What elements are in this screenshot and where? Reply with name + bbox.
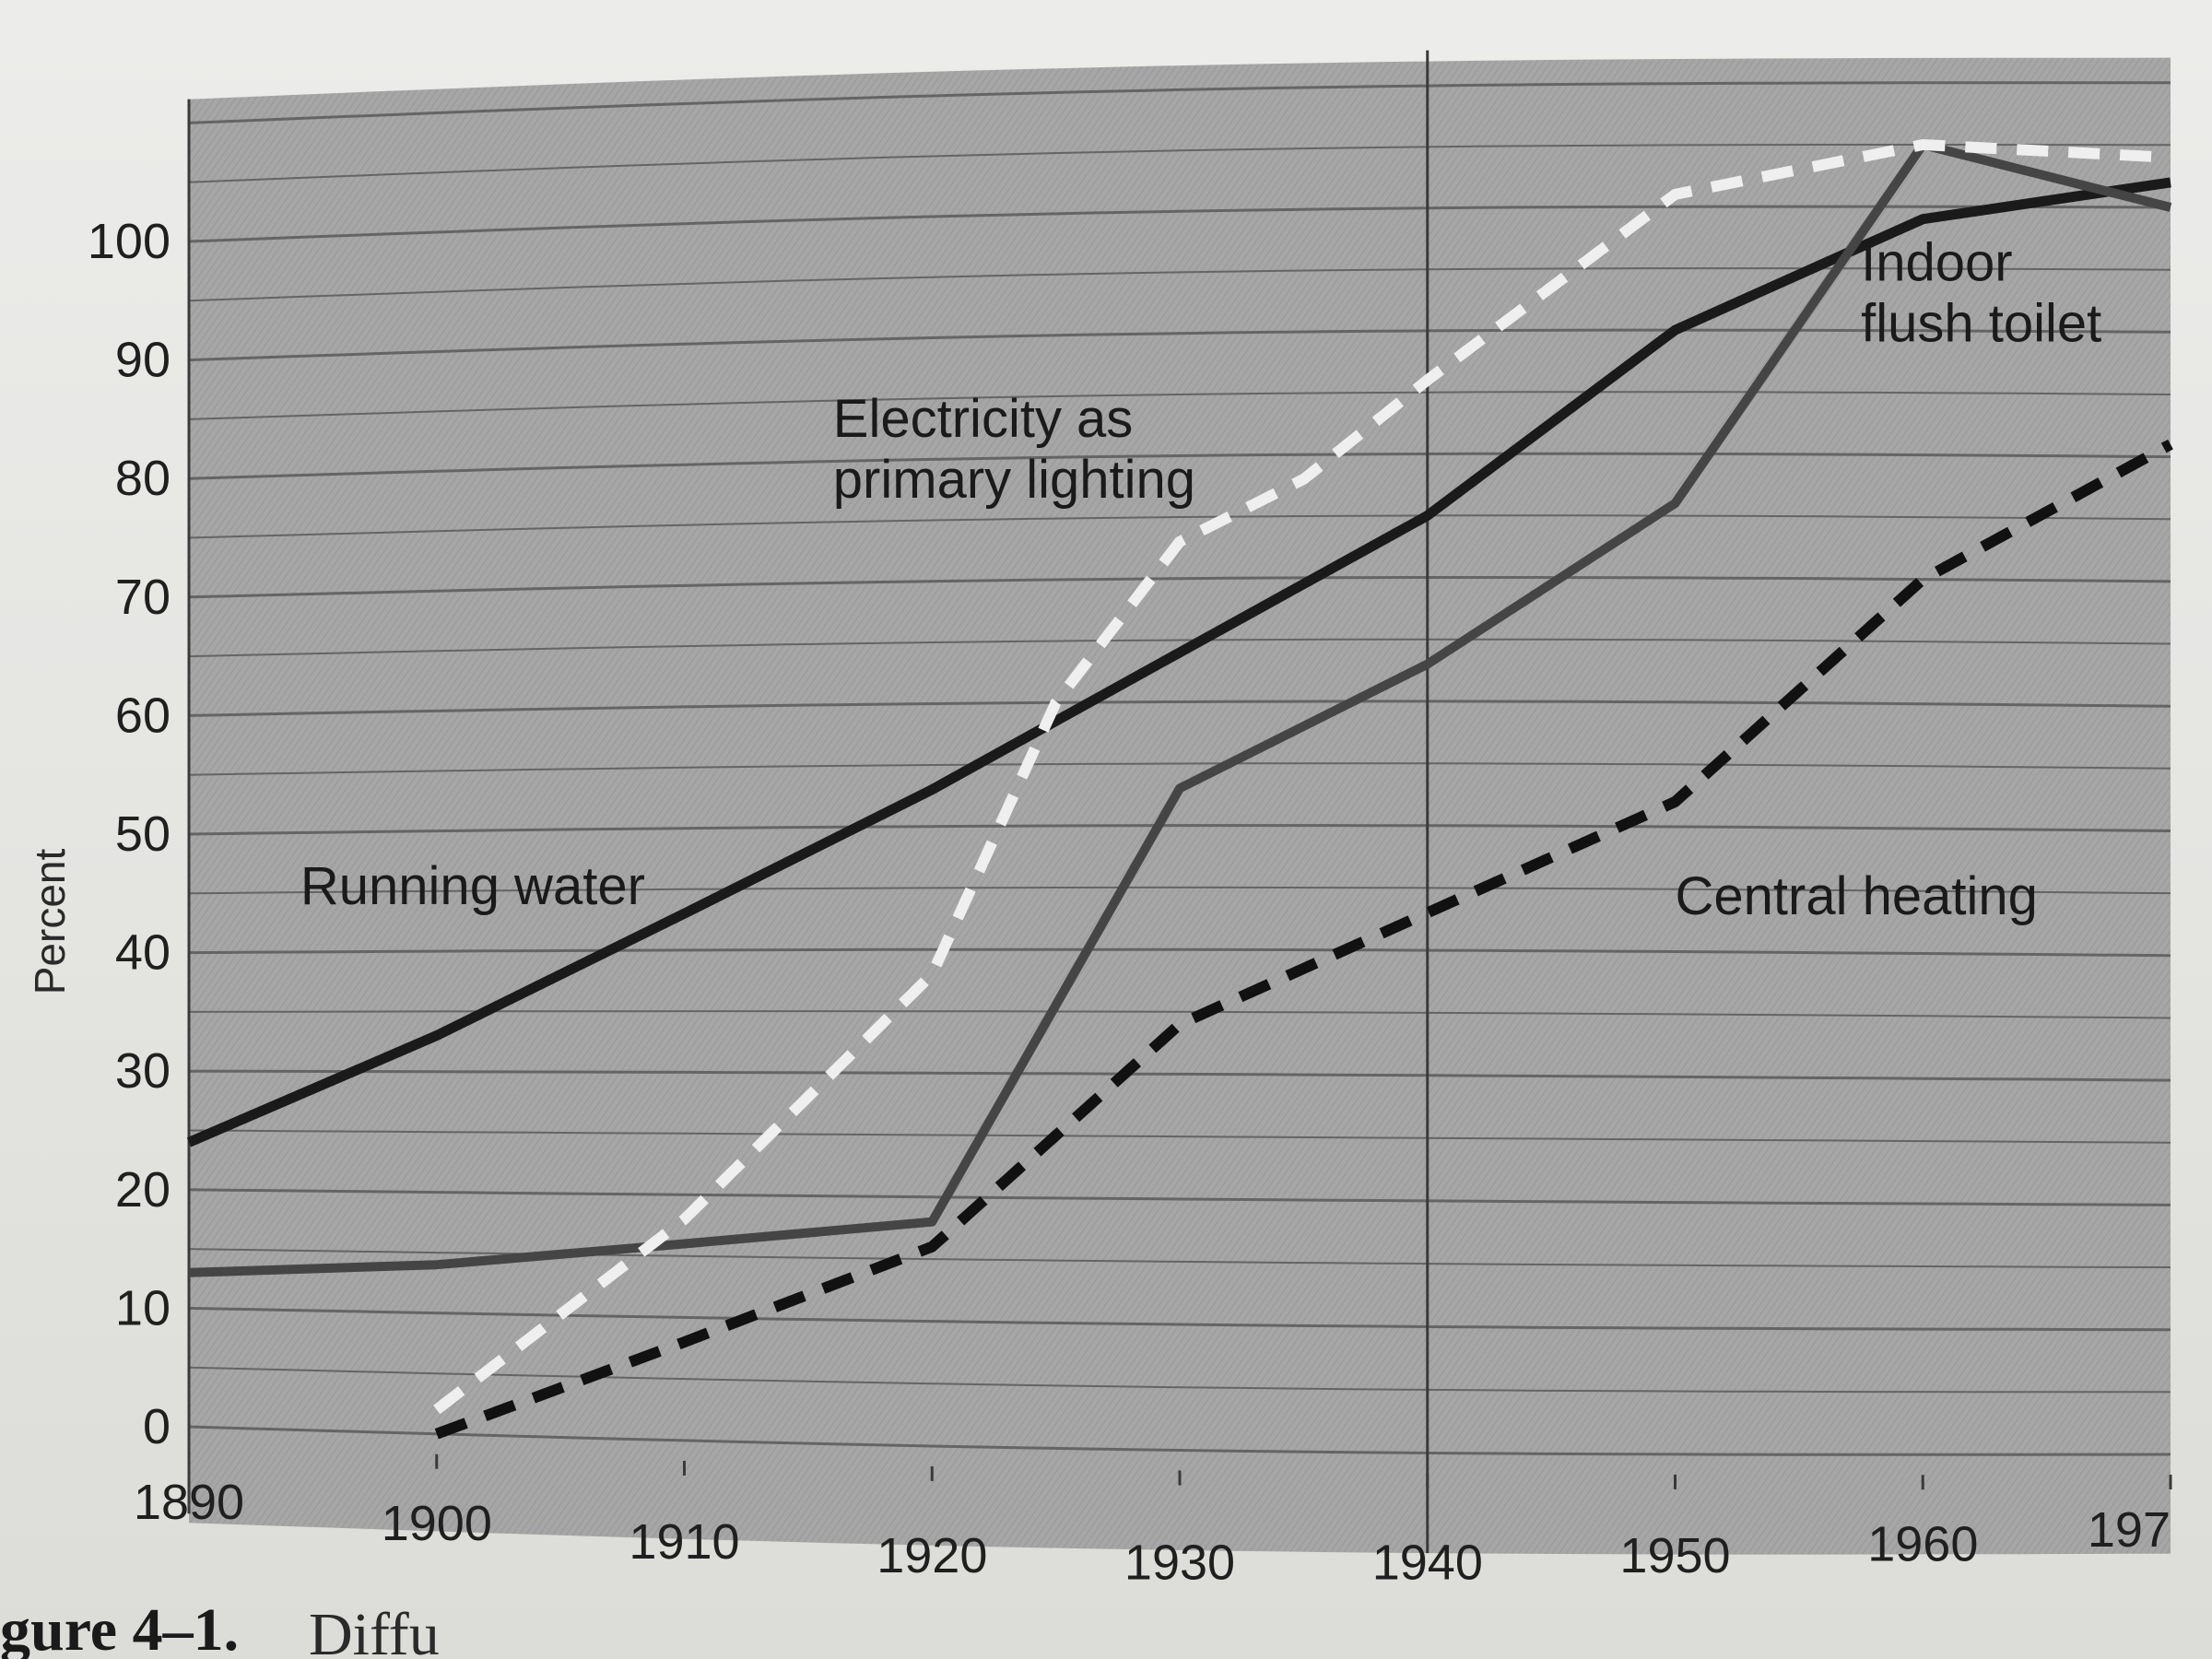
gridline	[188, 947, 2171, 958]
x-tick-label: 1950	[1619, 1528, 1730, 1583]
figure-caption: gure 4–1. Diffu	[0, 1596, 440, 1659]
y-tick-label: 100	[88, 214, 171, 269]
figure-caption-number: gure 4–1.	[0, 1596, 239, 1659]
gridline	[188, 762, 2171, 776]
series-line-electricity-as-primary-lighting	[433, 139, 2171, 1415]
y-tick-label: 10	[115, 1280, 171, 1335]
y-tick-label: 0	[143, 1399, 171, 1454]
gridline	[188, 391, 2171, 420]
y-tick-label: 60	[115, 688, 171, 743]
gridline	[188, 1306, 2171, 1332]
gridline	[188, 638, 2171, 658]
plot-panel-fill	[189, 57, 2171, 1555]
series-line-indoor-flush-toilet	[188, 140, 2172, 1277]
x-tick-label: 1930	[1124, 1535, 1235, 1591]
x-tick-label: 1940	[1372, 1535, 1483, 1590]
y-axis-label: Percent	[26, 849, 74, 995]
gridline	[188, 824, 2171, 836]
series-label-indoor-flush-toilet-line-0: Indoor	[1861, 233, 2012, 293]
gridline	[188, 1188, 2171, 1206]
y-tick-label: 90	[115, 333, 171, 388]
y-tick-label: 20	[115, 1162, 171, 1218]
y-tick-label: 70	[115, 570, 171, 625]
gridline	[188, 1069, 2171, 1082]
gridline	[188, 1366, 2171, 1394]
gridlines	[187, 50, 2171, 1554]
gridline	[188, 144, 2171, 183]
plot-area	[189, 57, 2171, 1555]
gridline	[188, 1425, 2171, 1456]
series-lines	[186, 139, 2173, 1440]
series-line-running-water	[186, 177, 2171, 1147]
series-label-electricity-as-primary-lighting-line-0: Electricity as	[833, 389, 1134, 449]
series-label-central-heating-line-0: Central heating	[1676, 866, 2038, 926]
x-tick-label: 1900	[382, 1496, 492, 1551]
gridline	[188, 576, 2171, 599]
gridline	[188, 328, 2171, 362]
y-tick-label: 80	[115, 451, 171, 506]
gridline	[188, 514, 2171, 539]
x-tick-label: 1920	[877, 1528, 987, 1583]
gridline	[188, 205, 2171, 243]
gridline	[188, 81, 2171, 124]
gridline	[188, 452, 2171, 480]
gridline	[188, 886, 2171, 895]
series-line-central-heating	[434, 439, 2173, 1440]
gridline	[188, 1129, 2171, 1144]
axis-ticks: 0 10 20 30 40 50 60 70 80 90 100 1890 1900 1910 1920 19…	[88, 214, 2172, 1591]
x-tick-label: 1890	[134, 1475, 244, 1530]
gridline	[188, 700, 2171, 717]
x-tick-label: 1910	[629, 1514, 739, 1570]
series-label-electricity-as-primary-lighting-line-1: primary lighting	[833, 450, 1195, 510]
series-label-indoor-flush-toilet-line-1: flush toilet	[1861, 294, 2101, 354]
y-tick-label: 50	[115, 806, 171, 862]
y-tick-label: 40	[115, 925, 171, 981]
gridline	[188, 1010, 2171, 1019]
x-tick-label: 1960	[1867, 1517, 1978, 1572]
y-tick-label: 30	[115, 1043, 171, 1099]
figure-caption-text: Diffu	[309, 1601, 440, 1659]
x-tick-label: 197	[2088, 1502, 2171, 1558]
series-label-running-water-line-0: Running water	[300, 856, 645, 916]
